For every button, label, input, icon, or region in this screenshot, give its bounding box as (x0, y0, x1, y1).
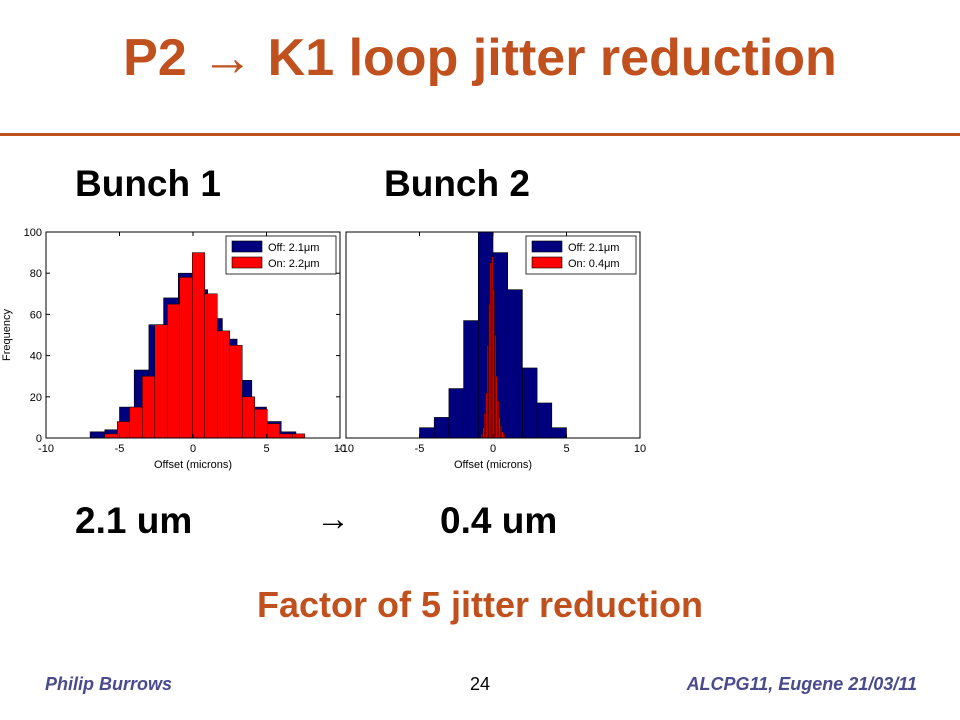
histogram-bar-on-2 (129, 406, 143, 439)
footer-author: Philip Burrows (45, 674, 173, 694)
legend-label-off: Off: 2.1μm (568, 242, 619, 254)
x-tick-label: 5 (563, 443, 569, 455)
x-tick-label: 5 (263, 443, 269, 455)
bunch-1-label: Bunch 1 (75, 163, 221, 204)
y-tick-label: 0 (36, 433, 42, 445)
conclusion-text: Factor of 5 jitter reduction (256, 584, 704, 625)
histogram-bar-on-8 (204, 293, 218, 439)
legend-label-off: Off: 2.1μm (268, 242, 319, 254)
histogram-bar-on-10 (229, 345, 243, 439)
histogram-bar-on-15 (291, 433, 305, 439)
footer-event: ALCPG11, Eugene 21/03/11 (686, 674, 917, 694)
legend-label-on: On: 2.2μm (268, 258, 320, 270)
histogram-bar-on-4 (154, 324, 168, 439)
histogram-bar-on-12 (254, 408, 268, 439)
legend-swatch-on (231, 256, 263, 269)
legend-label-on: On: 0.4μm (568, 258, 620, 270)
legend-swatch-off (531, 240, 563, 253)
histogram-bar-off-9 (551, 427, 567, 439)
histogram-bar-on-13 (266, 423, 280, 439)
histogram-bar-off-0 (89, 431, 106, 439)
histogram-bar-off-2 (448, 388, 464, 439)
y-tick-label: 60 (30, 309, 42, 321)
legend-swatch-off (231, 240, 263, 253)
histogram-bar-off-3 (463, 320, 479, 439)
x-tick-label: 0 (490, 443, 496, 455)
y-tick-label: 100 (24, 227, 42, 239)
title-part-1: P2 → K1 loop jitter reduction (123, 29, 837, 87)
histogram-bar-off-8 (536, 402, 553, 439)
histogram-bar-on-15 (503, 433, 506, 439)
y-tick-label: 80 (30, 268, 42, 280)
bunch-2-label: Bunch 2 (384, 163, 530, 204)
histogram-bar-on-11 (241, 396, 255, 439)
histogram-bar-on-9 (217, 330, 231, 439)
x-tick-label: 10 (634, 443, 646, 455)
histogram-bunch-2: -10 -5 0 5 10 Offset (microns) Off: 2.1μm On: 0… (338, 231, 646, 471)
result-bunch-1: 2.1 um (75, 500, 193, 541)
x-tick-label: 10 (334, 443, 346, 455)
x-tick-label: -5 (415, 443, 425, 455)
x-axis-label: Offset (microns) (154, 459, 232, 471)
histogram-bar-on-5 (167, 303, 181, 439)
histogram-bar-off-6 (507, 289, 523, 439)
y-tick-label: 20 (30, 392, 42, 404)
x-axis-label: Offset (microns) (454, 459, 532, 471)
histogram-bar-off-0 (419, 427, 435, 439)
histogram-bar-off-7 (522, 367, 538, 439)
title-divider (0, 133, 960, 136)
histogram-bar-on-0 (104, 433, 118, 439)
histogram-bar-on-6 (179, 277, 193, 439)
x-tick-label: -5 (115, 443, 125, 455)
y-axis-label: Frequency (1, 309, 13, 361)
result-bunch-2: 0.4 um (440, 500, 558, 541)
y-tick-label: 40 (30, 351, 42, 363)
histogram-bar-on-7 (192, 252, 206, 439)
slide-title: P2 → K1 loop jitter reduction (0, 28, 960, 88)
legend-swatch-on (531, 256, 563, 269)
histogram-bar-off-1 (433, 417, 450, 439)
x-tick-label: -10 (38, 443, 54, 455)
page-number: 24 (469, 674, 491, 694)
result-arrow-icon: → (316, 500, 350, 538)
histogram-bar-on-3 (142, 375, 156, 439)
histogram-bar-on-14 (279, 433, 293, 439)
x-tick-label: 0 (190, 443, 196, 455)
x-tick-label: -10 (338, 443, 354, 455)
